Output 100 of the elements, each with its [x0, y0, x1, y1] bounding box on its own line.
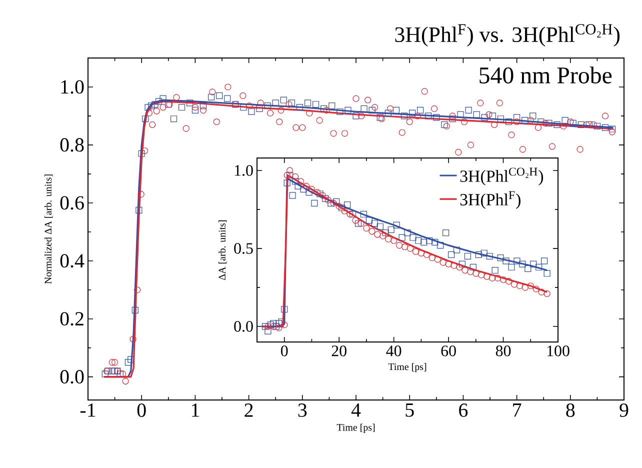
- y-axis-title: Normalized ΔA [arb. units]: [44, 174, 53, 284]
- point: [464, 252, 471, 260]
- point: [363, 224, 370, 232]
- point: [308, 186, 316, 192]
- point: [432, 238, 438, 246]
- x-tick-label: 9: [620, 404, 628, 417]
- point: [448, 251, 455, 258]
- point: [410, 234, 416, 241]
- point: [276, 320, 282, 327]
- point: [544, 270, 550, 277]
- x-tick-label: 40: [386, 346, 402, 356]
- point: [352, 217, 359, 224]
- point: [276, 324, 282, 332]
- point: [398, 234, 406, 241]
- point: [470, 264, 476, 270]
- point: [328, 200, 334, 207]
- point: [286, 167, 294, 174]
- point: [284, 180, 290, 186]
- point: [292, 173, 299, 180]
- x-tick-label: 8: [566, 404, 575, 417]
- point: [415, 237, 422, 244]
- point: [502, 258, 510, 264]
- x-tick-label: 2: [244, 404, 253, 417]
- point: [306, 189, 312, 196]
- point: [508, 264, 515, 270]
- point: [376, 223, 384, 230]
- point: [516, 282, 523, 290]
- point: [492, 266, 498, 274]
- point: [510, 281, 518, 288]
- x-tick-label: 0: [137, 404, 146, 417]
- y-tick-label: 0.8: [60, 138, 84, 152]
- y-tick-label: 0.6: [60, 196, 84, 210]
- point: [344, 201, 351, 208]
- point: [292, 178, 299, 185]
- point: [319, 192, 326, 199]
- point: [264, 328, 272, 334]
- x-tick-label: 6: [459, 404, 468, 417]
- point: [480, 250, 488, 256]
- annotation: 540 nm Probe: [480, 66, 612, 84]
- point: [489, 274, 496, 282]
- point: [442, 230, 450, 236]
- y-tick-label: 0.4: [60, 254, 84, 268]
- x-axis-title: Time [ps]: [336, 424, 375, 433]
- y-axis-title: ΔA [arb. units]: [218, 220, 227, 280]
- point: [527, 282, 534, 290]
- point: [294, 182, 302, 190]
- point: [536, 264, 542, 270]
- x-tick-label: 0: [280, 346, 288, 356]
- point: [262, 323, 268, 330]
- x-tick-label: 100: [547, 346, 570, 356]
- point: [478, 272, 485, 278]
- point: [284, 172, 290, 178]
- point: [486, 252, 493, 260]
- point: [541, 258, 548, 264]
- point: [286, 172, 294, 178]
- point: [390, 237, 398, 244]
- chart-title: 3H(Phl$^{F}$) vs. 3H(Phl$^{CO₂H}$): [395, 24, 620, 47]
- point: [324, 196, 332, 204]
- legend-label: 3H(Phl$^{CO₂H}$): [460, 168, 544, 186]
- point: [418, 250, 424, 256]
- point: [338, 204, 346, 212]
- y-tick-label: 1.0: [234, 165, 253, 176]
- point: [316, 190, 324, 198]
- point: [450, 262, 458, 269]
- point: [380, 232, 386, 240]
- point: [475, 251, 482, 258]
- point: [426, 237, 433, 244]
- point: [385, 236, 392, 242]
- point: [396, 242, 403, 249]
- x-tick-label: 1: [192, 404, 199, 417]
- point: [333, 198, 340, 205]
- point: [349, 210, 356, 218]
- x-axis-title: Time [ps]: [388, 363, 426, 372]
- point: [428, 254, 436, 262]
- point: [322, 195, 329, 202]
- y-tick-label: 0.2: [60, 312, 84, 326]
- x-tick-label: 5: [406, 404, 414, 417]
- point: [382, 230, 389, 236]
- point: [336, 203, 342, 210]
- point: [297, 178, 304, 185]
- point: [522, 284, 528, 291]
- point: [270, 320, 277, 327]
- point: [388, 226, 394, 234]
- point: [302, 182, 310, 190]
- point: [458, 260, 466, 268]
- y-tick-label: 1.0: [61, 80, 84, 94]
- point: [420, 238, 428, 246]
- point: [272, 323, 280, 330]
- point: [500, 276, 507, 283]
- x-tick-label: 7: [513, 404, 522, 417]
- x-tick-label: 3: [298, 404, 307, 417]
- point: [434, 256, 441, 263]
- point: [366, 217, 372, 224]
- y-tick-label: 0.0: [234, 321, 253, 332]
- point: [412, 248, 420, 255]
- point: [456, 264, 463, 270]
- point: [524, 265, 532, 272]
- point: [401, 244, 408, 250]
- point: [532, 286, 540, 292]
- point: [497, 254, 504, 262]
